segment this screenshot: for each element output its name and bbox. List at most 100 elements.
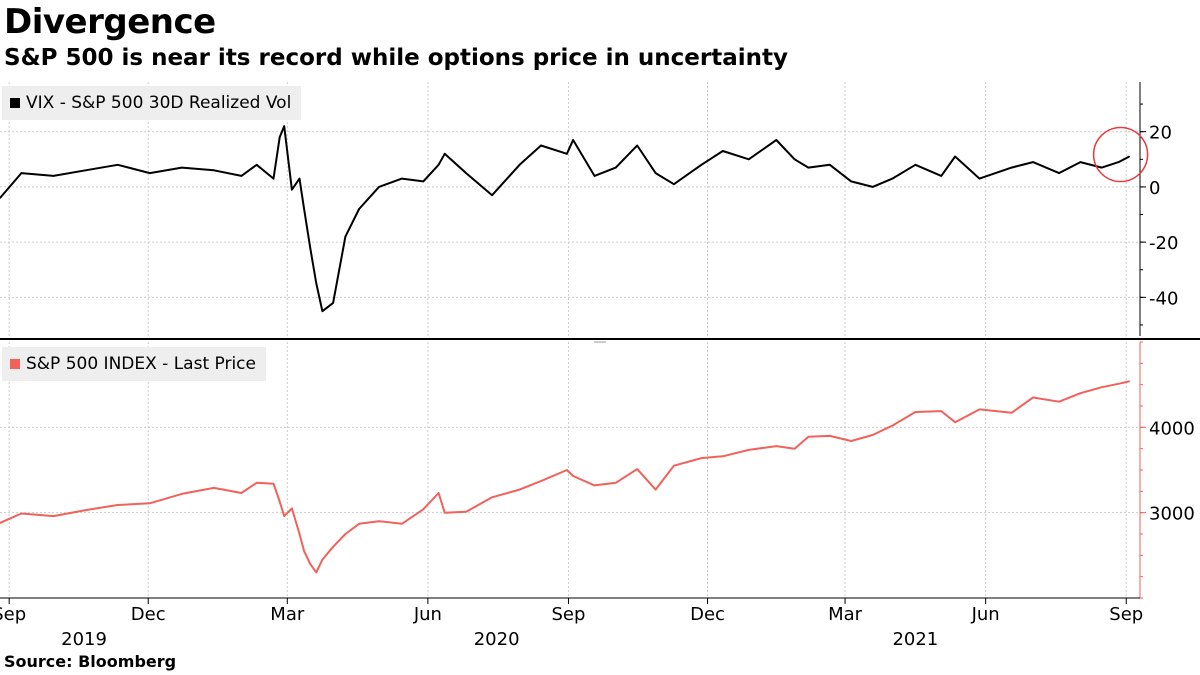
x-month-label: Dec bbox=[131, 604, 166, 625]
spx-data-point bbox=[828, 435, 831, 437]
spx-data-point bbox=[1010, 412, 1013, 414]
spx-data-point bbox=[491, 496, 493, 499]
spx-data-point bbox=[309, 563, 312, 565]
spx-data-point bbox=[978, 408, 981, 411]
spx-data-point bbox=[298, 533, 301, 535]
spx-data-point bbox=[443, 511, 446, 514]
y-tick-label: 0 bbox=[1149, 178, 1160, 199]
vix-data-point bbox=[540, 144, 542, 147]
vix-data-point bbox=[1117, 161, 1120, 163]
spx-data-point bbox=[1117, 383, 1120, 385]
spx-data-point bbox=[775, 445, 778, 447]
vix-data-point bbox=[566, 152, 568, 155]
spx-data-point bbox=[148, 502, 151, 505]
vix-data-point bbox=[315, 282, 318, 285]
x-month-label: Sep bbox=[0, 604, 26, 625]
spx-data-point bbox=[654, 488, 657, 491]
y-tick-label: -40 bbox=[1149, 288, 1178, 309]
spx-data-point bbox=[593, 484, 596, 487]
vix-data-point bbox=[914, 164, 917, 166]
spx-data-point bbox=[540, 480, 542, 482]
vix-legend-label: VIX - S&P 500 30D Realized Vol bbox=[26, 93, 292, 113]
vix-data-point bbox=[954, 155, 956, 158]
x-year-label: 2021 bbox=[892, 629, 938, 650]
vix-data-point bbox=[255, 164, 258, 166]
vix-data-point bbox=[437, 164, 440, 166]
spx-data-point bbox=[283, 515, 286, 517]
spx-data-point bbox=[954, 421, 956, 424]
vix-data-point bbox=[1128, 155, 1131, 158]
vix-data-point bbox=[278, 136, 281, 139]
spx-data-point bbox=[636, 468, 639, 470]
vix-data-point bbox=[443, 152, 446, 155]
vix-data-point bbox=[84, 169, 87, 172]
vix-data-point bbox=[593, 175, 596, 177]
spx-data-point bbox=[914, 411, 917, 413]
vix-series-line bbox=[0, 125, 1130, 313]
spx-data-point bbox=[747, 449, 750, 451]
spx-data-point bbox=[572, 475, 574, 477]
spx-data-point bbox=[871, 434, 874, 436]
vix-data-point bbox=[572, 139, 574, 141]
x-month-label: Dec bbox=[690, 604, 725, 625]
spx-data-point bbox=[850, 440, 852, 442]
x-month-label: Mar bbox=[270, 604, 305, 625]
vix-data-point bbox=[871, 186, 874, 188]
vix-data-point bbox=[828, 164, 831, 166]
vix-data-point bbox=[321, 310, 324, 312]
vix-data-point bbox=[1058, 172, 1060, 174]
spx-legend-label: S&P 500 INDEX - Last Price bbox=[26, 354, 256, 374]
spx-data-point bbox=[213, 487, 215, 489]
series-layer bbox=[0, 125, 1149, 574]
vix-data-point bbox=[401, 177, 403, 180]
vix-data-point bbox=[148, 172, 151, 174]
vix-data-point bbox=[1079, 161, 1082, 163]
spx-data-point bbox=[793, 447, 796, 450]
vix-data-point bbox=[491, 194, 493, 196]
vix-data-point bbox=[1032, 161, 1034, 163]
spx-data-point bbox=[1128, 380, 1131, 383]
grid-layer bbox=[0, 82, 1140, 598]
spx-data-point bbox=[272, 482, 275, 485]
vix-data-point bbox=[283, 125, 286, 127]
vix-data-point bbox=[636, 144, 639, 147]
spx-data-point bbox=[566, 469, 568, 471]
vix-data-point bbox=[1010, 166, 1013, 169]
chart-title: Divergence bbox=[4, 2, 216, 42]
vix-data-point bbox=[291, 188, 293, 191]
spx-data-point bbox=[673, 464, 675, 467]
vix-data-point bbox=[358, 208, 360, 210]
vix-data-point bbox=[807, 166, 810, 169]
spx-data-point bbox=[303, 550, 305, 552]
spx-data-point bbox=[240, 492, 243, 494]
spx-data-point bbox=[52, 515, 55, 517]
x-month-label: Mar bbox=[828, 604, 863, 625]
spx-data-point bbox=[181, 493, 183, 495]
spx-data-point bbox=[401, 522, 403, 525]
vix-data-point bbox=[891, 177, 894, 180]
vix-data-point bbox=[181, 166, 183, 169]
spx-data-point bbox=[0, 522, 1, 524]
vix-data-point bbox=[52, 175, 55, 177]
y-tick-label: -20 bbox=[1149, 233, 1178, 254]
vix-data-point bbox=[775, 139, 778, 141]
spx-data-point bbox=[278, 500, 281, 503]
spx-data-point bbox=[358, 522, 360, 525]
spx-data-point bbox=[891, 424, 894, 427]
x-month-label: Sep bbox=[1109, 604, 1143, 625]
vix-data-point bbox=[422, 180, 425, 183]
spx-data-point bbox=[1079, 392, 1082, 395]
vix-data-point bbox=[518, 164, 521, 166]
spx-data-point bbox=[807, 435, 810, 438]
vix-data-point bbox=[978, 177, 981, 180]
vix-legend[interactable]: VIX - S&P 500 30D Realized Vol bbox=[2, 86, 302, 120]
spx-data-point bbox=[700, 457, 703, 459]
x-month-label: Sep bbox=[552, 604, 586, 625]
spx-data-point bbox=[1100, 386, 1103, 389]
x-month-label: Jun bbox=[971, 604, 1000, 625]
spx-data-point bbox=[940, 410, 943, 412]
vix-data-point bbox=[332, 302, 334, 304]
spx-legend[interactable]: S&P 500 INDEX - Last Price bbox=[2, 347, 266, 381]
spx-data-point bbox=[321, 558, 324, 561]
